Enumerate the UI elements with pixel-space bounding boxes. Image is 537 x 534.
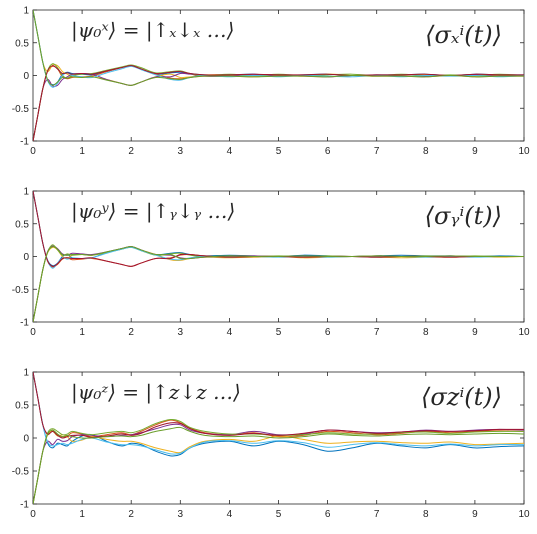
x-tick-label: 4	[227, 146, 233, 157]
series-group	[33, 191, 524, 322]
y-tick-label: 0	[23, 252, 29, 263]
series-line-z-6	[33, 372, 524, 439]
series-line-z-0	[33, 372, 524, 457]
x-tick-label: 0	[30, 509, 36, 520]
series-line-z-5	[33, 372, 524, 455]
x-tick-label: 8	[423, 327, 429, 338]
x-tick-label: 5	[276, 146, 282, 157]
x-tick-label: 6	[325, 327, 331, 338]
x-tick-label: 9	[472, 509, 478, 520]
x-tick-label: 3	[178, 327, 184, 338]
y-tick-label: 1	[23, 6, 29, 17]
series-line-y-7	[33, 246, 524, 322]
observable-label-y: ⟨σᵧⁱ(t)⟩	[425, 202, 502, 230]
state-label-y: |ψ₀ʸ⟩ = |↑ᵧ↓ᵧ …⟩	[71, 199, 235, 224]
x-tick-label: 0	[30, 327, 36, 338]
x-tick-label: 2	[128, 327, 134, 338]
y-tick-label: -0.5	[12, 104, 30, 115]
x-tick-label: 0	[30, 146, 36, 157]
state-label-z: |ψ₀ᶻ⟩ = |↑𝑧↓𝑧 …⟩	[71, 380, 241, 405]
x-tick-label: 7	[374, 146, 380, 157]
y-tick-label: 0.5	[15, 401, 29, 412]
y-tick-label: 1	[23, 368, 29, 379]
x-tick-label: 4	[227, 327, 233, 338]
x-tick-label: 5	[276, 327, 282, 338]
x-tick-label: 9	[472, 146, 478, 157]
x-tick-label: 2	[128, 509, 134, 520]
x-tick-label: 6	[325, 146, 331, 157]
series-line-z-7	[33, 426, 524, 504]
x-tick-label: 1	[79, 146, 85, 157]
x-tick-label: 10	[518, 327, 530, 338]
y-tick-label: -1	[20, 500, 29, 511]
observable-label-z: ⟨σ𝑧ⁱ(t)⟩	[421, 383, 502, 411]
x-tick-label: 6	[325, 509, 331, 520]
y-tick-label: 0	[23, 71, 29, 82]
y-tick-label: 0.5	[15, 219, 29, 230]
y-tick-label: -0.5	[12, 467, 30, 478]
y-tick-label: 0.5	[15, 38, 29, 49]
x-tick-label: 3	[178, 509, 184, 520]
x-tick-label: 1	[79, 509, 85, 520]
x-tick-label: 5	[276, 509, 282, 520]
series-line-x-6	[33, 65, 524, 141]
y-tick-label: 1	[23, 187, 29, 198]
panel-x: -1-0.500.510 1 2 3 4 5 6 7 8 9 10|ψ₀ˣ⟩ = |↑ₓ↓ₓ …⟩ ⟨…	[12, 6, 530, 158]
y-tick-label: -1	[20, 137, 29, 148]
observable-label-x: ⟨σₓⁱ(t)⟩	[425, 21, 502, 49]
x-tick-label: 3	[178, 146, 184, 157]
y-tick-label: -1	[20, 318, 29, 329]
x-tick-label: 8	[423, 509, 429, 520]
x-tick-label: 4	[227, 509, 233, 520]
series-group	[33, 372, 524, 504]
series-line-x-7	[33, 10, 524, 86]
panel-y: -1-0.500.510 1 2 3 4 5 6 7 8 9 10|ψ₀ʸ⟩ = |↑ᵧ↓ᵧ …⟩ ⟨…	[12, 187, 530, 339]
x-tick-label: 8	[423, 146, 429, 157]
series-line-z-4	[33, 418, 524, 504]
x-tick-label: 7	[374, 327, 380, 338]
series-group	[33, 10, 524, 141]
x-tick-label: 10	[518, 146, 530, 157]
x-tick-label: 9	[472, 327, 478, 338]
x-tick-label: 2	[128, 146, 134, 157]
x-tick-label: 1	[79, 327, 85, 338]
state-label-x: |ψ₀ˣ⟩ = |↑ₓ↓ₓ …⟩	[71, 18, 234, 43]
y-tick-label: -0.5	[12, 285, 30, 296]
panel-z: -1-0.500.510 1 2 3 4 5 6 7 8 9 10|ψ₀ᶻ⟩ = |↑𝑧↓𝑧 …⟩ ⟨…	[12, 368, 530, 521]
x-tick-label: 7	[374, 509, 380, 520]
x-tick-label: 10	[518, 509, 530, 520]
y-tick-label: 0	[23, 434, 29, 445]
